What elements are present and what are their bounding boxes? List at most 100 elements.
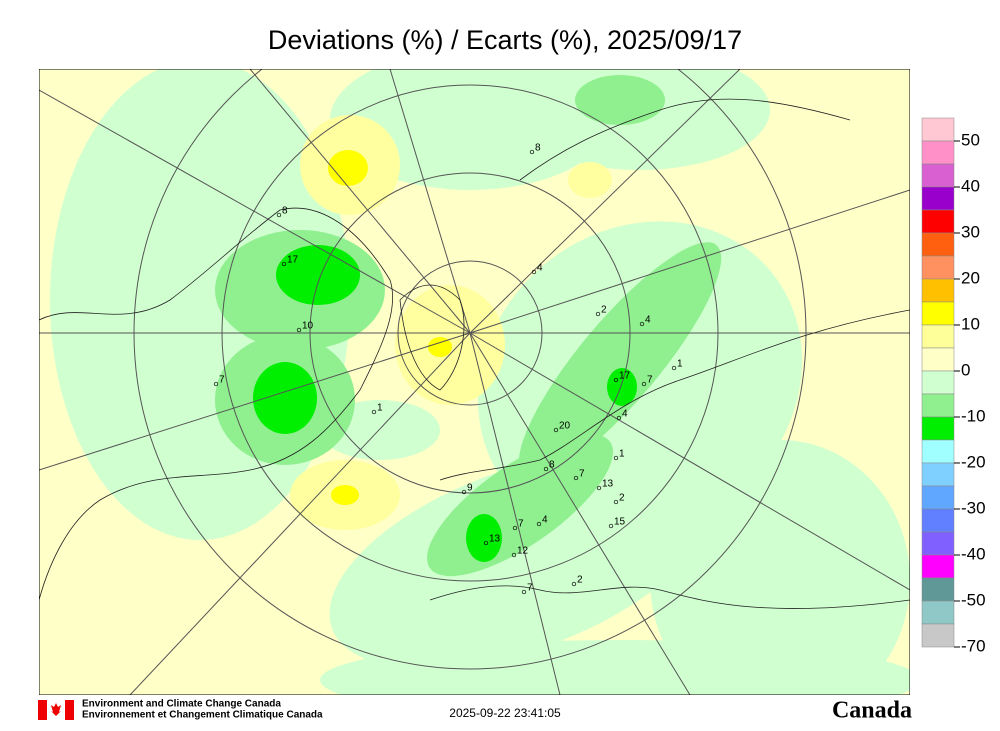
stations: 17 10 7 1 8 8 4 2 4 17 7 1 4 1 13 7 2 15 4 12 13 7 9 2 7 20 8 bbox=[213, 143, 683, 595]
wordmark: Canada bbox=[832, 698, 912, 724]
colorbar-swatch bbox=[921, 278, 955, 303]
station-marker bbox=[281, 261, 287, 267]
station-marker bbox=[371, 409, 377, 415]
colorbar-label: -30 bbox=[961, 498, 986, 517]
station-label: 8 bbox=[535, 143, 541, 154]
station-label: 1 bbox=[619, 449, 625, 460]
footer: Environment and Climate Change Canada En… bbox=[38, 698, 912, 724]
station-label: 7 bbox=[219, 375, 225, 386]
flag-bar bbox=[65, 700, 74, 720]
colorbar-label: 20 bbox=[961, 268, 980, 287]
colorbar-swatch bbox=[921, 347, 955, 372]
station-marker bbox=[616, 415, 622, 421]
station-label: 15 bbox=[614, 517, 626, 528]
colorbar-swatch bbox=[921, 439, 955, 464]
title: Deviations (%) / Ecarts (%), 2025/09/17 bbox=[268, 25, 742, 55]
station-label: 4 bbox=[542, 515, 548, 526]
station-marker bbox=[543, 466, 549, 472]
station-label: 2 bbox=[577, 575, 583, 586]
station-marker bbox=[641, 381, 647, 387]
colorbar-label: -10 bbox=[961, 406, 986, 425]
station-marker bbox=[571, 581, 577, 587]
colorbar-label: -50 bbox=[961, 590, 986, 609]
station-marker bbox=[512, 525, 518, 531]
agency-en: Environment and Climate Change Canada bbox=[82, 699, 281, 710]
maple-leaf bbox=[51, 703, 61, 716]
station-marker bbox=[639, 321, 645, 327]
colorbar-swatch bbox=[921, 393, 955, 418]
colorbar-label: -20 bbox=[961, 452, 986, 471]
station-marker bbox=[483, 540, 489, 546]
station-label: 4 bbox=[622, 409, 628, 420]
station-marker bbox=[276, 212, 282, 218]
station-marker bbox=[296, 327, 302, 333]
agency-fr: Environnement et Changement Climatique C… bbox=[82, 710, 323, 721]
station-marker bbox=[671, 365, 677, 371]
station-label: 7 bbox=[518, 519, 524, 530]
station-label: 4 bbox=[645, 315, 651, 326]
colorbar-swatch bbox=[921, 232, 955, 257]
station-marker bbox=[613, 499, 619, 505]
station-label: 17 bbox=[619, 371, 631, 382]
colorbar-swatch bbox=[921, 508, 955, 533]
station-marker bbox=[553, 427, 559, 433]
map bbox=[39, 69, 910, 695]
colorbar-swatch bbox=[921, 370, 955, 395]
station-marker bbox=[461, 489, 467, 495]
station-marker bbox=[511, 552, 517, 558]
station-label: 12 bbox=[517, 546, 529, 557]
station-marker bbox=[573, 475, 579, 481]
station-label: 13 bbox=[489, 534, 501, 545]
station-label: 2 bbox=[619, 493, 625, 504]
station-marker bbox=[595, 311, 601, 317]
colorbar-swatch bbox=[921, 163, 955, 188]
flag-bar bbox=[38, 700, 47, 720]
colorbar-swatch bbox=[921, 255, 955, 280]
colorbar-swatch bbox=[921, 186, 955, 211]
colorbar-swatch bbox=[921, 140, 955, 165]
station-marker bbox=[529, 149, 535, 155]
station-label: 7 bbox=[527, 583, 533, 594]
colorbar-swatch bbox=[921, 577, 955, 602]
station-label: 17 bbox=[287, 255, 299, 266]
station-label: 9 bbox=[467, 483, 473, 494]
station-label: 20 bbox=[559, 421, 571, 432]
station-label: 8 bbox=[282, 206, 288, 217]
station-marker bbox=[531, 269, 537, 275]
station-marker bbox=[613, 455, 619, 461]
station-marker bbox=[536, 521, 542, 527]
colorbar-swatch bbox=[921, 209, 955, 234]
colorbar: 50 40 30 20 10 0 -10 -20 -30 -40 -50 -70 bbox=[921, 117, 986, 655]
timestamp: 2025-09-22 23:41:05 bbox=[449, 706, 561, 720]
colorbar-label: -40 bbox=[961, 544, 986, 563]
station-label: 13 bbox=[602, 479, 614, 490]
colorbar-swatch bbox=[921, 462, 955, 487]
colorbar-swatch bbox=[921, 554, 955, 579]
station-marker bbox=[596, 485, 602, 491]
colorbar-label: 30 bbox=[961, 222, 980, 241]
colorbar-label: 10 bbox=[961, 314, 980, 333]
station-label: 7 bbox=[579, 469, 585, 480]
colorbar-swatch bbox=[921, 600, 955, 625]
colorbar-label: 40 bbox=[961, 176, 980, 195]
station-label: 1 bbox=[377, 403, 383, 414]
station-label: 8 bbox=[549, 460, 555, 471]
colorbar-label: 0 bbox=[961, 360, 970, 379]
colorbar-swatch bbox=[921, 117, 955, 142]
colorbar-swatch bbox=[921, 623, 955, 648]
station-label: 2 bbox=[601, 305, 607, 316]
colorbar-label: -70 bbox=[961, 636, 986, 655]
colorbar-swatch bbox=[921, 324, 955, 349]
station-label: 10 bbox=[302, 321, 314, 332]
colorbar-swatch bbox=[921, 485, 955, 510]
station-label: 1 bbox=[677, 359, 683, 370]
station-label: 7 bbox=[647, 375, 653, 386]
station-marker bbox=[608, 523, 614, 529]
station-marker bbox=[613, 377, 619, 383]
station-label: 4 bbox=[537, 263, 543, 274]
colorbar-label: 50 bbox=[961, 130, 980, 149]
station-marker bbox=[213, 381, 219, 387]
colorbar-swatch bbox=[921, 531, 955, 556]
colorbar-swatch bbox=[921, 301, 955, 326]
